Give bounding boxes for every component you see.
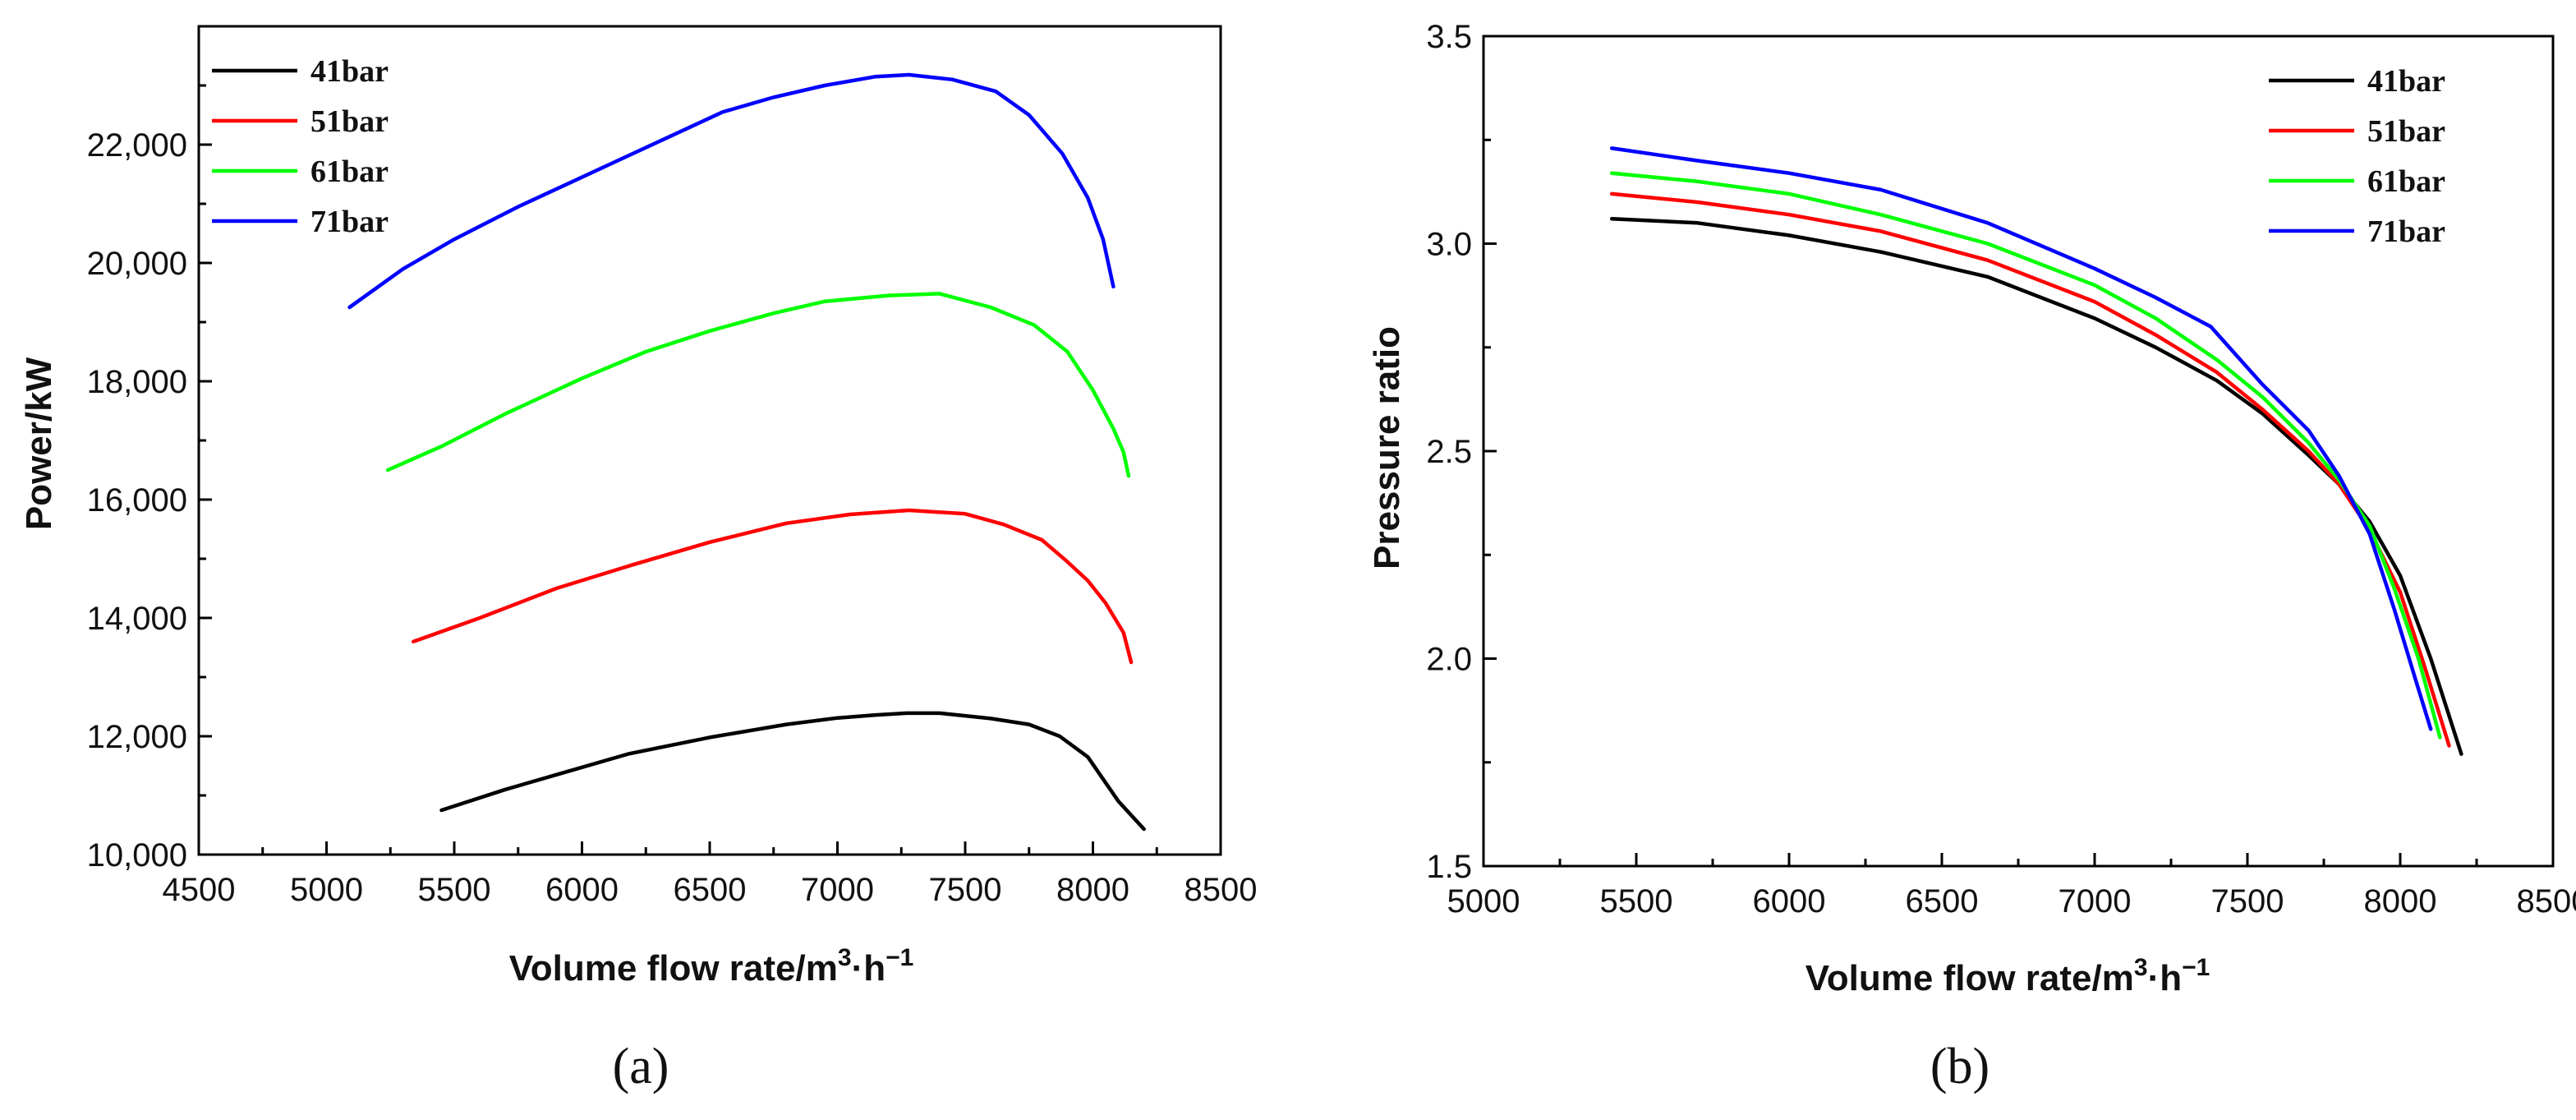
- panel-b-label: (b): [1930, 1039, 1990, 1095]
- y-tick-label: 14,000: [87, 601, 187, 637]
- x-tick-label: 6500: [1906, 883, 1979, 920]
- y-tick-label: 2.5: [1426, 434, 1472, 470]
- panel-b-plot-frame: [1482, 35, 2555, 868]
- series-line-41bar: [1609, 216, 2463, 756]
- legend-label-61bar: 61bar: [2367, 164, 2445, 199]
- y-tick-label: 18,000: [87, 364, 187, 400]
- legend-label-41bar: 41bar: [310, 54, 389, 89]
- panel-a-series-lines: [347, 72, 1146, 832]
- panel-b-legend: 41bar 51bar 61bar 71bar: [2269, 64, 2445, 249]
- series-line-61bar: [1609, 171, 2442, 740]
- series-line-71bar: [1609, 146, 2433, 731]
- x-tick-label: 8000: [1056, 872, 1129, 908]
- x-tick-label: 7500: [2211, 883, 2284, 920]
- x-tick-label: 5000: [290, 872, 363, 908]
- series-line-51bar: [1609, 191, 2451, 748]
- x-tick-label: 6000: [545, 872, 619, 908]
- y-tick-label: 1.5: [1426, 849, 1472, 885]
- y-tick-label: 20,000: [87, 246, 187, 282]
- x-tick-label: 5000: [1447, 883, 1520, 920]
- panel-b-axes: 5000 5500 6000 6500 7000 7500 8000 8500 1.5 2.0 2.…: [1426, 19, 2576, 920]
- panel-b-x-axis-title: Volume flow rate/m3·h−1: [1806, 954, 2210, 998]
- x-tick-label: 6500: [674, 872, 747, 908]
- y-tick-label: 12,000: [87, 719, 187, 755]
- series-line-71bar: [347, 72, 1116, 310]
- x-tick-label: 7500: [929, 872, 1002, 908]
- x-tick-label: 7000: [2058, 883, 2132, 920]
- panel-a-legend: 41bar 51bar 61bar 71bar: [212, 54, 389, 239]
- y-tick-label: 3.5: [1426, 19, 1472, 55]
- legend-label-61bar: 61bar: [310, 154, 389, 189]
- panel-a-power-chart: 4500 5000 5500 6000 6500 7000 7500 8000 8500 10,0…: [19, 25, 1258, 1095]
- panel-b-y-axis-title: Pressure ratio: [1367, 326, 1407, 569]
- panel-a-plot-frame: [197, 25, 1222, 856]
- panel-b-pressure-ratio-chart: 5000 5500 6000 6500 7000 7500 8000 8500 1.5 2.0 2.…: [1367, 19, 2576, 1095]
- legend-label-51bar: 51bar: [310, 104, 389, 139]
- legend-label-51bar: 51bar: [2367, 114, 2445, 149]
- series-line-51bar: [411, 508, 1134, 665]
- x-tick-label: 5500: [1600, 883, 1673, 920]
- y-tick-label: 10,000: [87, 837, 187, 873]
- y-tick-label: 2.0: [1426, 642, 1472, 678]
- x-tick-label: 8500: [1184, 872, 1258, 908]
- panel-a-axes: 4500 5000 5500 6000 6500 7000 7500 8000 8500 10,0…: [87, 25, 1258, 908]
- x-tick-label: 7000: [801, 872, 874, 908]
- legend-label-71bar: 71bar: [2367, 214, 2445, 249]
- y-tick-label: 22,000: [87, 127, 187, 164]
- series-line-61bar: [385, 292, 1131, 478]
- y-tick-label: 3.0: [1426, 227, 1472, 263]
- panel-b-series-lines: [1609, 146, 2463, 756]
- legend-label-41bar: 41bar: [2367, 64, 2445, 99]
- panel-a-x-axis-title: Volume flow rate/m3·h−1: [509, 944, 914, 989]
- legend-label-71bar: 71bar: [310, 205, 389, 239]
- panel-a-label: (a): [613, 1039, 669, 1095]
- x-tick-label: 8500: [2517, 883, 2576, 920]
- x-tick-label: 4500: [163, 872, 236, 908]
- x-tick-label: 6000: [1753, 883, 1826, 920]
- y-tick-label: 16,000: [87, 482, 187, 519]
- series-line-41bar: [439, 711, 1146, 832]
- panel-a-y-axis-title: Power/kW: [19, 357, 59, 530]
- x-tick-label: 8000: [2364, 883, 2437, 920]
- x-tick-label: 5500: [418, 872, 491, 908]
